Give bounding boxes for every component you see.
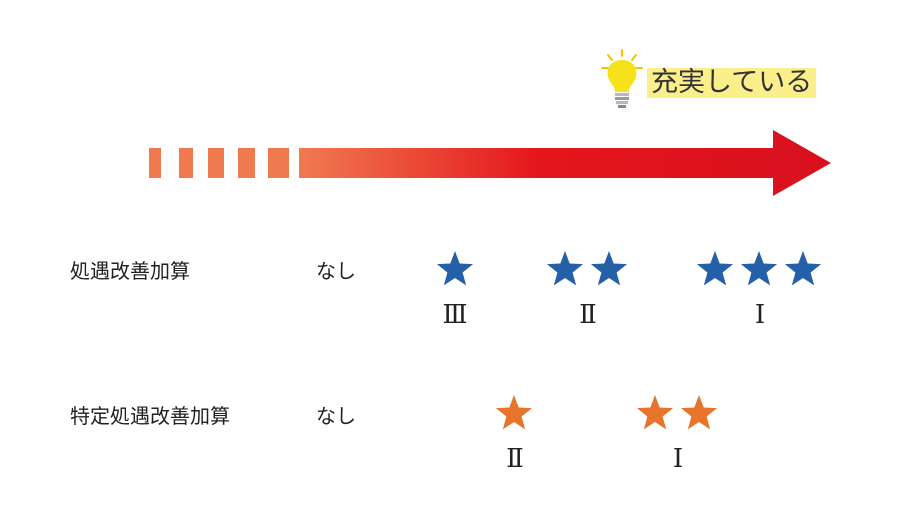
star-group-row2-level2 <box>495 393 533 431</box>
star-icon <box>784 251 822 286</box>
row-none-label: なし <box>316 259 356 283</box>
star-icon <box>740 251 778 286</box>
header-label: 充実している <box>647 68 817 98</box>
lightbulb-icon <box>600 48 644 112</box>
progress-arrow <box>145 128 835 198</box>
level-label-row1-3: Ⅲ <box>442 300 468 330</box>
level-label-row1-1: Ⅰ <box>754 300 766 330</box>
row-label-shogu: 処遇改善加算 <box>70 259 190 283</box>
star-group-row1-level1 <box>696 249 822 287</box>
level-label-row2-1: Ⅰ <box>672 444 684 474</box>
arrow-dashes <box>149 148 289 178</box>
star-icon <box>436 251 474 286</box>
row-none-label: なし <box>316 404 356 428</box>
star-group-row2-level1 <box>636 393 718 431</box>
star-group-row1-level3 <box>436 249 474 287</box>
level-label-row2-2: Ⅱ <box>506 444 524 474</box>
star-icon <box>495 395 533 430</box>
star-icon <box>546 251 584 286</box>
star-icon <box>680 395 718 430</box>
star-group-row1-level2 <box>546 249 628 287</box>
row-label-tokutei: 特定処遇改善加算 <box>70 404 230 428</box>
star-icon <box>696 251 734 286</box>
star-icon <box>636 395 674 430</box>
star-icon <box>590 251 628 286</box>
level-label-row1-2: Ⅱ <box>579 300 597 330</box>
